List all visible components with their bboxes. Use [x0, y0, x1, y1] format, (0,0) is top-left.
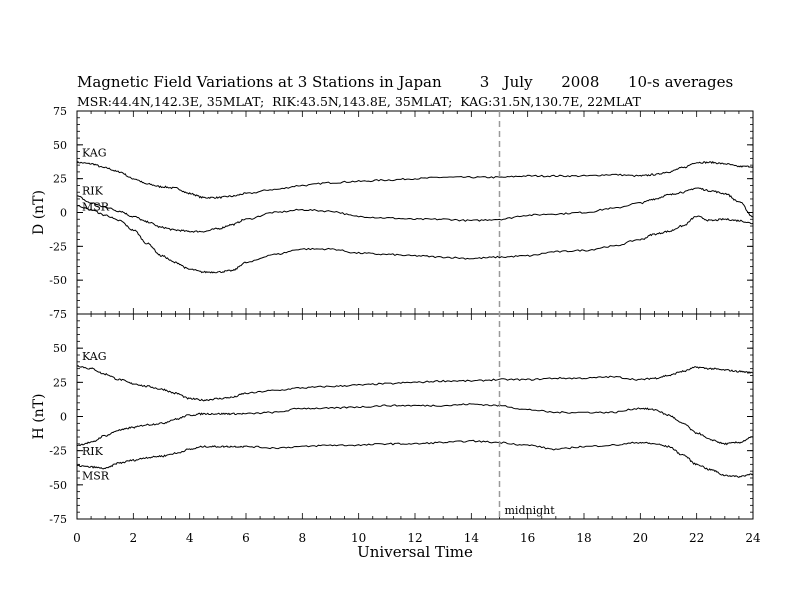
series-line-msr — [76, 204, 754, 274]
y-tick-label: -25 — [49, 240, 67, 253]
y-tick-label: -75 — [49, 513, 67, 526]
x-tick-label: 0 — [73, 531, 81, 545]
y-axis-label: H (nT) — [31, 394, 47, 440]
series-label-rik: RIK — [82, 184, 104, 197]
plot-frame — [76, 313, 754, 520]
x-tick-label: 2 — [130, 531, 138, 545]
x-tick-label: 14 — [464, 531, 480, 545]
series-line-kag — [76, 160, 754, 200]
x-tick-label: 8 — [299, 531, 307, 545]
y-tick-label: 75 — [53, 105, 67, 118]
x-tick-label: 22 — [689, 531, 704, 545]
y-tick-label: -75 — [49, 308, 67, 321]
chart-subtitle: MSR:44.4N,142.3E, 35MLAT; RIK:43.5N,143.… — [77, 94, 641, 109]
series-label-rik: RIK — [82, 445, 104, 458]
x-tick-label: 16 — [520, 531, 535, 545]
y-tick-label: 50 — [53, 342, 67, 355]
midnight-marker: midnight — [498, 111, 556, 519]
series-line-kag — [76, 365, 754, 402]
series-label-kag: KAG — [82, 146, 107, 159]
d-panel: 75 50 25 0 -25 -50 -75 D (nT) KAG RIK MSR — [31, 105, 754, 321]
y-tick-label: 0 — [60, 411, 67, 424]
x-tick-label: 24 — [745, 531, 761, 545]
y-tick-label: 25 — [53, 376, 67, 389]
series-label-kag: KAG — [82, 350, 107, 363]
x-tick-label: 12 — [407, 531, 422, 545]
y-tick-label: 50 — [53, 139, 67, 152]
x-tick-label: 18 — [576, 531, 591, 545]
x-tick-label: 4 — [186, 531, 194, 545]
chart-title: Magnetic Field Variations at 3 Stations … — [77, 73, 734, 91]
h-panel: 50 25 0 -25 -50 -75 H (nT) KAG RIK MSR — [31, 313, 754, 526]
series-line-rik — [76, 187, 754, 233]
x-axis-label: Universal Time — [357, 543, 473, 561]
x-tick-label: 10 — [351, 531, 366, 545]
plot-frame — [76, 110, 754, 315]
midnight-label: midnight — [505, 504, 556, 517]
series-label-msr: MSR — [82, 201, 110, 214]
y-tick-label: -25 — [49, 445, 67, 458]
series-label-msr: MSR — [82, 470, 110, 483]
x-tick-label: 20 — [633, 531, 648, 545]
y-tick-label: -50 — [49, 479, 67, 492]
y-tick-label: 0 — [60, 207, 67, 220]
x-tick-label: 6 — [242, 531, 250, 545]
y-tick-label: -50 — [49, 274, 67, 287]
y-tick-label: 25 — [53, 173, 67, 186]
series-line-rik — [76, 403, 754, 447]
series-line-msr — [76, 439, 754, 479]
y-axis-label: D (nT) — [31, 190, 47, 235]
